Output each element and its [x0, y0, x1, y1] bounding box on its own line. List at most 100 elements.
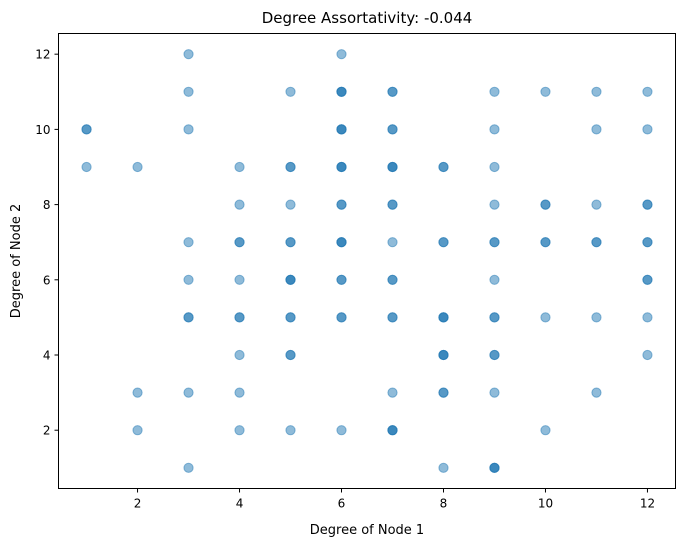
data-point	[286, 350, 295, 359]
data-point	[286, 200, 295, 209]
data-point	[286, 162, 295, 171]
y-axis-label: Degree of Node 2	[9, 204, 24, 318]
data-point	[235, 426, 244, 435]
data-point	[490, 463, 499, 472]
data-point	[643, 125, 652, 134]
x-axis-label: Degree of Node 1	[310, 523, 424, 538]
y-tick-label: 4	[43, 349, 51, 363]
data-point	[184, 238, 193, 247]
data-point	[388, 426, 397, 435]
data-point	[439, 388, 448, 397]
data-point	[286, 238, 295, 247]
data-point	[643, 238, 652, 247]
x-tick-label: 4	[236, 497, 244, 511]
data-point	[541, 426, 550, 435]
y-tick-label: 8	[43, 198, 51, 212]
data-point	[439, 350, 448, 359]
data-point	[82, 125, 91, 134]
points-layer	[82, 50, 652, 473]
y-axis: 2 4 6 8 10 12	[35, 48, 58, 438]
data-point	[184, 313, 193, 322]
data-point	[541, 238, 550, 247]
data-point	[388, 162, 397, 171]
data-point	[592, 200, 601, 209]
data-point	[541, 87, 550, 96]
data-point	[337, 200, 346, 209]
data-point	[388, 388, 397, 397]
data-point	[490, 388, 499, 397]
data-point	[337, 125, 346, 134]
data-point	[184, 388, 193, 397]
data-point	[235, 313, 244, 322]
x-tick-label: 10	[538, 497, 553, 511]
data-point	[337, 313, 346, 322]
data-point	[184, 50, 193, 59]
data-point	[133, 426, 142, 435]
data-point	[592, 87, 601, 96]
data-point	[286, 87, 295, 96]
x-axis: 2 4 6 8 10 12	[134, 489, 655, 511]
data-point	[337, 87, 346, 96]
data-point	[337, 426, 346, 435]
data-point	[541, 200, 550, 209]
data-point	[541, 313, 550, 322]
data-point	[439, 162, 448, 171]
data-point	[337, 162, 346, 171]
data-point	[643, 87, 652, 96]
data-point	[184, 87, 193, 96]
data-point	[439, 238, 448, 247]
data-point	[235, 275, 244, 284]
x-tick-label: 2	[134, 497, 142, 511]
data-point	[337, 238, 346, 247]
data-point	[592, 388, 601, 397]
data-point	[388, 275, 397, 284]
data-point	[286, 313, 295, 322]
y-tick-label: 2	[43, 424, 51, 438]
data-point	[184, 463, 193, 472]
y-tick-label: 6	[43, 273, 51, 287]
data-point	[490, 350, 499, 359]
x-tick-label: 6	[338, 497, 346, 511]
y-tick-label: 10	[35, 123, 50, 137]
data-point	[490, 200, 499, 209]
data-point	[643, 275, 652, 284]
data-point	[388, 125, 397, 134]
data-point	[388, 87, 397, 96]
data-point	[82, 162, 91, 171]
data-point	[490, 238, 499, 247]
data-point	[184, 275, 193, 284]
data-point	[388, 238, 397, 247]
data-point	[235, 388, 244, 397]
data-point	[439, 313, 448, 322]
data-point	[490, 87, 499, 96]
data-point	[490, 275, 499, 284]
x-tick-label: 12	[640, 497, 655, 511]
data-point	[133, 388, 142, 397]
data-point	[235, 200, 244, 209]
data-point	[439, 463, 448, 472]
data-point	[337, 50, 346, 59]
data-point	[133, 162, 142, 171]
data-point	[490, 162, 499, 171]
data-point	[184, 125, 193, 134]
data-point	[643, 313, 652, 322]
data-point	[643, 350, 652, 359]
y-tick-label: 12	[35, 48, 50, 62]
chart-title: Degree Assortativity: -0.044	[262, 9, 473, 27]
data-point	[592, 313, 601, 322]
data-point	[286, 275, 295, 284]
data-point	[286, 426, 295, 435]
data-point	[490, 125, 499, 134]
data-point	[235, 350, 244, 359]
data-point	[235, 162, 244, 171]
data-point	[592, 125, 601, 134]
plot-frame	[59, 34, 676, 489]
data-point	[337, 275, 346, 284]
data-point	[643, 200, 652, 209]
data-point	[235, 238, 244, 247]
x-tick-label: 8	[440, 497, 448, 511]
data-point	[592, 238, 601, 247]
data-point	[388, 200, 397, 209]
